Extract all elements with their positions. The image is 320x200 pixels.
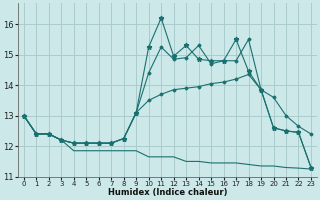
X-axis label: Humidex (Indice chaleur): Humidex (Indice chaleur) [108,188,227,197]
